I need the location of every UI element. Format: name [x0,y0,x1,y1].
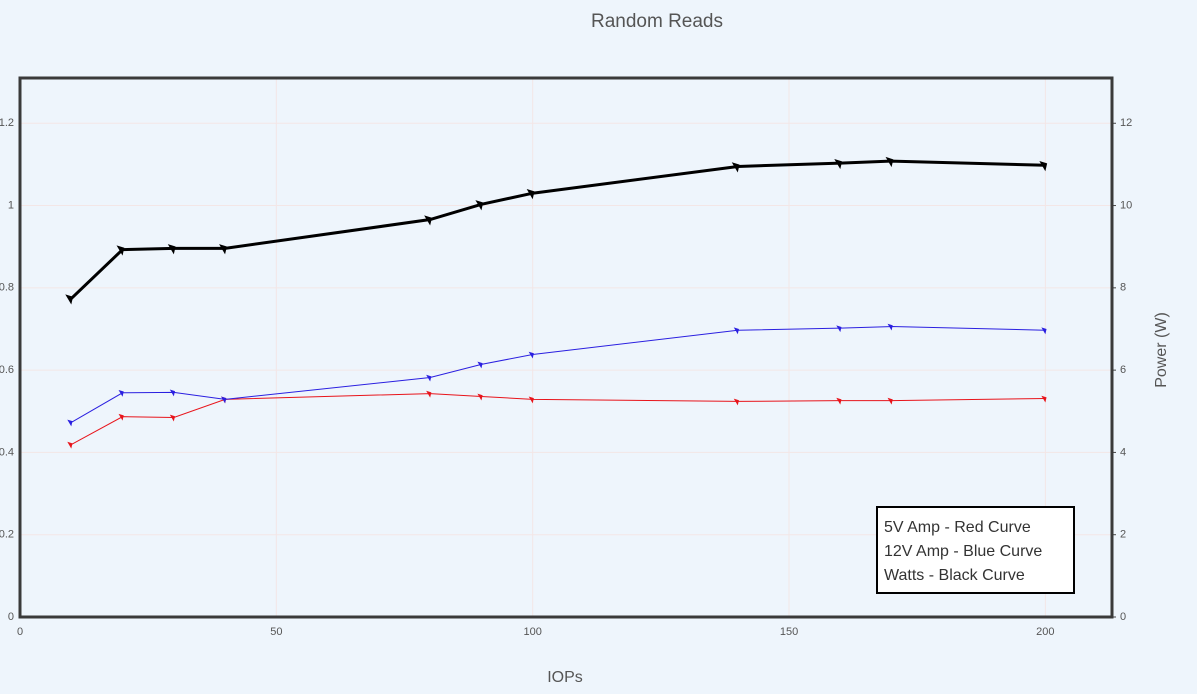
y2-axis-title: Power (W) [1153,312,1170,388]
marker [169,414,176,422]
x-axis-title: IOPs [547,669,583,686]
y2-tick-label: 10 [1120,199,1132,211]
marker [528,396,534,404]
y2-tick-label: 0 [1120,611,1126,623]
marker [528,351,534,359]
marker [1039,161,1048,172]
marker [221,396,227,404]
marker [167,244,176,255]
y-tick-label: 0.2 [0,529,14,541]
marker [887,323,893,331]
marker [118,389,124,397]
marker [118,413,124,421]
marker [67,441,73,449]
y-tick-label: 1.2 [0,117,14,129]
marker [887,397,893,405]
x-tick-label: 200 [1036,626,1054,638]
marker [733,327,739,335]
annotation-box [876,506,1075,594]
marker [477,361,483,369]
x-tick-label: 100 [523,626,541,638]
marker [424,215,432,226]
marker [885,156,894,168]
y-tick-label: 0 [8,611,14,623]
marker [526,189,535,200]
marker [733,398,739,406]
marker [475,200,484,211]
marker [116,245,125,256]
marker [219,244,227,255]
y2-tick-label: 4 [1120,446,1126,458]
marker [426,390,432,398]
y2-tick-label: 6 [1120,364,1126,376]
annotation-line: 12V Amp - Blue Curve [884,543,1042,560]
annotation-line: Watts - Black Curve [884,567,1025,584]
marker [731,162,740,173]
marker [1041,395,1047,403]
y2-tick-label: 12 [1120,117,1132,129]
x-tick-label: 50 [270,626,282,638]
chart-title: Random Reads [591,11,723,32]
y-tick-label: 0.8 [0,282,14,294]
marker [426,374,432,382]
y-tick-label: 0.4 [0,446,14,458]
marker [836,397,842,405]
marker [1041,327,1047,335]
y-tick-label: 1 [8,199,14,211]
marker [836,325,842,333]
marker [65,294,74,305]
y2-tick-label: 2 [1120,529,1126,541]
marker [67,419,73,427]
marker [477,393,483,401]
annotation-line: 5V Amp - Red Curve [884,519,1031,536]
x-tick-label: 150 [780,626,798,638]
y2-tick-label: 8 [1120,282,1126,294]
y-tick-label: 0.6 [0,364,14,376]
marker [834,158,843,170]
plot-frame [18,76,1114,619]
marker [169,389,176,397]
x-tick-label: 0 [17,626,23,638]
